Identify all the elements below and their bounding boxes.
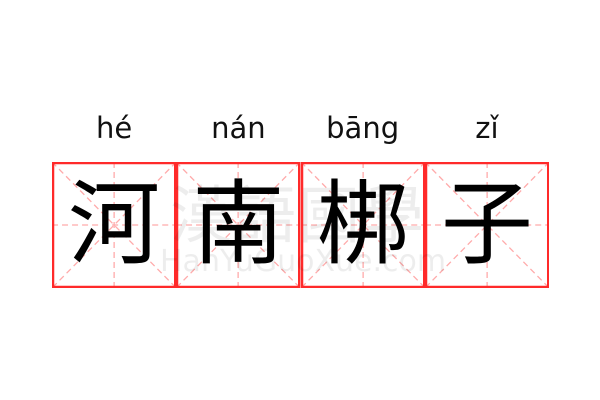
pinyin-row: hé nán bāng zǐ [52, 108, 549, 148]
hanzi-2: 南 [192, 171, 285, 278]
grid-cell: 子 [424, 162, 549, 288]
cell-border [300, 162, 425, 288]
cell-border [176, 162, 301, 288]
pinyin-1: hé [96, 111, 133, 145]
pinyin-4: zǐ [475, 111, 499, 145]
pinyin-2: nán [211, 111, 266, 145]
cell-border [424, 162, 549, 288]
grid-cell: 南 [176, 162, 301, 288]
grid-guides [424, 162, 549, 288]
hanzi-1: 河 [68, 171, 161, 278]
pinyin-3: bāng [326, 111, 400, 145]
cell-border [52, 162, 177, 288]
grid-guides [52, 162, 177, 288]
hanzi-4: 子 [440, 171, 533, 278]
grid-cell: 河 [52, 162, 177, 288]
grid-guides [176, 162, 301, 288]
hanzi-3: 梆 [316, 171, 409, 278]
character-grid: 河 南 梆 子 [52, 162, 549, 288]
grid-cell: 梆 [300, 162, 425, 288]
grid-guides [300, 162, 425, 288]
